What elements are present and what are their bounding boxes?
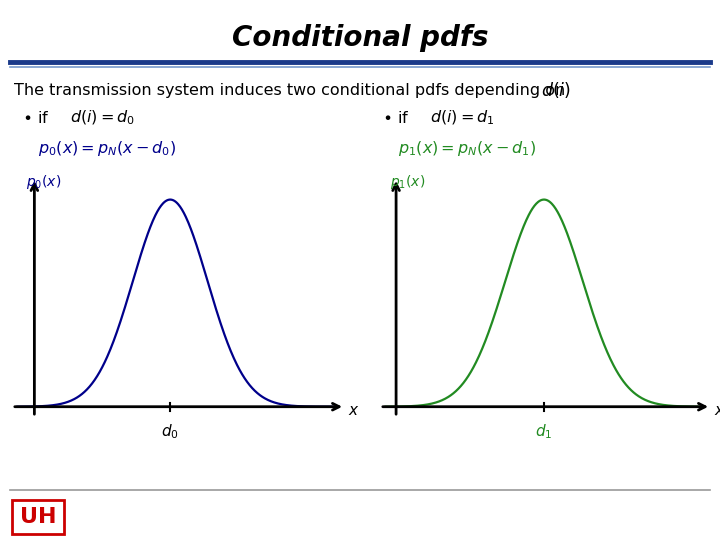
Text: $p_1(x)$: $p_1(x)$ <box>390 173 426 191</box>
Text: $d_0$: $d_0$ <box>161 423 179 441</box>
Text: $d(i) = d_0$: $d(i) = d_0$ <box>70 109 135 127</box>
Text: UH: UH <box>19 507 56 527</box>
Text: $\bullet$ if: $\bullet$ if <box>22 110 50 126</box>
Text: The transmission system induces two conditional pdfs depending on: The transmission system induces two cond… <box>14 83 565 98</box>
Text: $x$: $x$ <box>714 403 720 418</box>
Text: $d_1$: $d_1$ <box>535 423 553 441</box>
Text: $d(i) = d_1$: $d(i) = d_1$ <box>430 109 495 127</box>
Text: $p_0(x)$: $p_0(x)$ <box>27 173 62 191</box>
Text: $d(i)$: $d(i)$ <box>541 80 571 100</box>
Text: Conditional pdfs: Conditional pdfs <box>232 24 488 52</box>
Text: $p_0(x) = p_N(x - d_0)$: $p_0(x) = p_N(x - d_0)$ <box>38 138 176 158</box>
Bar <box>12 500 64 534</box>
Text: $p_1(x) = p_N(x - d_1)$: $p_1(x) = p_N(x - d_1)$ <box>398 138 536 158</box>
Text: $\bullet$ if: $\bullet$ if <box>382 110 410 126</box>
Text: $x$: $x$ <box>348 403 359 418</box>
